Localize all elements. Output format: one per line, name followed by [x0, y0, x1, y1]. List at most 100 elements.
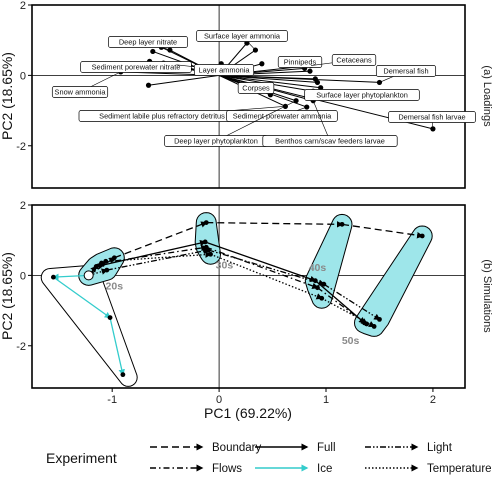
- loading-point: [150, 48, 156, 55]
- loadings-ytick-label: 0: [20, 70, 26, 82]
- trajectory-boundary-point: [111, 255, 117, 261]
- loading-label: Snow ammonia: [55, 88, 107, 97]
- loading-vector: [148, 74, 220, 86]
- label-leader: [312, 100, 331, 142]
- loadings-ytick-label: 2: [20, 0, 26, 12]
- loading-label-box: [51, 86, 109, 98]
- simulations-panel: 20s 30s 40s 50s -2 0 2 -1 0 1 2 PC2 (18.65%) (b)…: [0, 200, 493, 421]
- simulations-y-axis-label: PC2 (18.65%): [0, 252, 15, 340]
- decade-label-30s: 30s: [216, 259, 234, 271]
- x-tick-label: -1: [107, 394, 117, 406]
- loading-point: [318, 85, 324, 91]
- legend-label-ice: Ice: [317, 463, 332, 475]
- legend-label-temperature: Temperature: [427, 463, 492, 475]
- loadings-panel: Snow ammonia Sediment porewater nitrate De…: [0, 0, 493, 189]
- loading-label-box: [304, 89, 420, 101]
- trajectory-temperature-segment: [105, 251, 212, 262]
- trajectory-boundary-segment: [114, 221, 208, 259]
- trajectory-temperature-segment: [321, 297, 376, 328]
- decade-label-40s: 40s: [309, 262, 327, 274]
- loading-label: Sediment porewater ammonia: [233, 112, 332, 121]
- trajectory-flows-segment: [206, 246, 319, 289]
- loading-label: Layer ammonia: [199, 66, 251, 75]
- trajectory-full-segment: [96, 239, 207, 268]
- trajectory-light-point: [206, 247, 211, 253]
- loading-label-box: [226, 110, 338, 122]
- loading-label-box: [196, 30, 288, 42]
- loading-point: [167, 47, 173, 53]
- trajectory-origin: [83, 270, 94, 281]
- loading-label-box: [277, 56, 323, 68]
- loading-label: Surface layer phytoplankton: [316, 91, 408, 100]
- loading-label-box: [375, 65, 437, 77]
- trajectory-temperature-point: [319, 295, 325, 301]
- ice-hull: [40, 264, 138, 387]
- trajectory-temperature-point: [371, 324, 377, 329]
- loading-point: [307, 68, 313, 74]
- loading-label: Sediment labile plus refractory detritus: [99, 112, 225, 121]
- trajectory-ice-segment: [52, 273, 89, 281]
- trajectory-ice-point: [50, 274, 56, 280]
- trajectory-temperature-segment: [210, 253, 323, 300]
- loading-label: Benthos carn/scav feeders larvae: [275, 137, 385, 146]
- legend-label-boundary: Boundary: [212, 442, 261, 454]
- decade-label-20s: 20s: [106, 280, 124, 292]
- trajectory-ice-point: [120, 372, 126, 378]
- simulations-ytick-label: 0: [20, 270, 26, 282]
- simulations-ytick-label: 2: [20, 200, 26, 212]
- loading-label: Deep layer nitrate: [119, 38, 177, 47]
- trajectory-boundary-segment: [341, 223, 424, 239]
- x-axis-label: PC1 (69.22%): [204, 405, 292, 421]
- trajectory-flows-segment: [101, 244, 208, 264]
- label-leader: [215, 100, 297, 142]
- trajectory-temperature-point: [208, 251, 213, 257]
- legend: Experiment Boundary Flows Full Ice Light Temp…: [46, 442, 492, 475]
- loadings-y-axis-label: PC2 (18.65%): [0, 52, 15, 140]
- loading-vector: [219, 74, 321, 89]
- loading-label: Corpses: [242, 84, 270, 93]
- legend-title: Experiment: [46, 450, 117, 466]
- decade-hull-50s: [353, 225, 433, 337]
- legend-label-full: Full: [317, 442, 336, 454]
- trajectory-light-segment: [323, 283, 381, 321]
- trajectory-light-segment: [106, 247, 210, 271]
- simulations-ytick-label: -2: [16, 341, 26, 353]
- loading-point: [259, 61, 265, 67]
- x-tick-label: 2: [430, 394, 436, 406]
- x-tick-label: 1: [323, 394, 329, 406]
- trajectory-full-segment: [204, 241, 317, 283]
- x-tick-label: 0: [216, 394, 222, 406]
- trajectory-boundary-point: [203, 220, 209, 225]
- loading-label-box: [331, 54, 377, 66]
- trajectory-boundary-point: [419, 233, 425, 239]
- trajectory-ice-segment: [109, 317, 125, 376]
- trajectory-full-point: [362, 320, 367, 326]
- trajectory-light-segment: [208, 249, 326, 286]
- loading-point: [145, 82, 152, 88]
- loading-label: Demersal fish: [383, 67, 428, 76]
- trajectory-light-point: [321, 281, 327, 287]
- loading-point: [314, 79, 321, 86]
- loadings-ytick-label: -2: [16, 141, 26, 153]
- legend-label-light: Light: [427, 442, 453, 454]
- trajectory-full-segment: [314, 280, 366, 324]
- trajectory-ice-point: [107, 315, 113, 321]
- simulations-strip-label: (b) Simulations: [481, 259, 493, 333]
- loading-label-box: [193, 64, 255, 76]
- loading-label: Cetaceans: [336, 56, 372, 65]
- loading-label: Deep layer phytoplankton: [174, 137, 258, 146]
- loading-label: Sediment porewater nitrate: [92, 63, 181, 72]
- loading-label: Surface layer ammonia: [204, 32, 281, 41]
- loadings-strip-label: (a) Loadings: [481, 65, 493, 127]
- trajectory-boundary-segment: [206, 221, 344, 228]
- loading-label: Pinnipeds: [284, 58, 317, 67]
- trajectory-temperature-point: [103, 258, 109, 264]
- legend-label-flows: Flows: [212, 463, 242, 475]
- trajectory-light-point: [104, 267, 110, 273]
- loading-label-box: [262, 135, 398, 147]
- trajectory-boundary-point: [339, 221, 345, 227]
- trajectory-ice-segment: [53, 276, 112, 319]
- trajectory-full-point: [202, 239, 208, 245]
- trajectory-flows-point: [315, 285, 320, 291]
